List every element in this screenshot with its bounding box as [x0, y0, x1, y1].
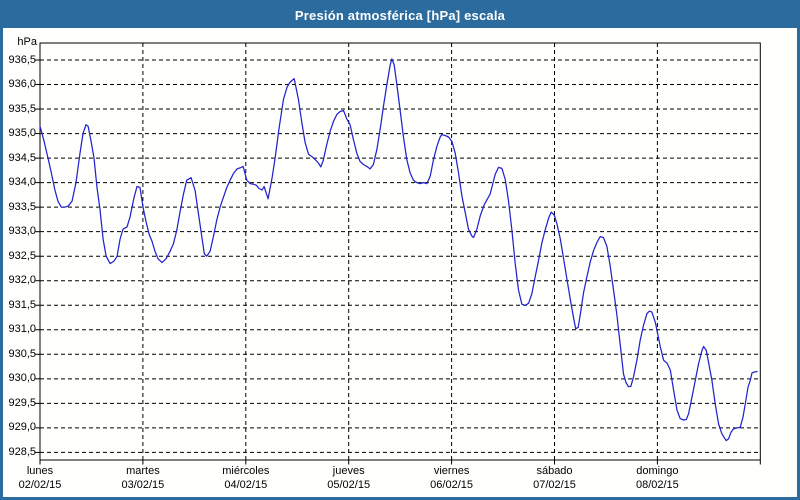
x-tick-day-label: sábado [536, 465, 573, 477]
y-tick-label: 935,0 [8, 127, 36, 140]
y-tick-label: 936,0 [8, 78, 36, 91]
x-tick-day-label: miércoles [222, 465, 270, 477]
y-tick-label: 931,0 [8, 323, 36, 336]
y-tick-label: 932,0 [8, 274, 36, 287]
y-tick-label: 930,0 [8, 372, 36, 385]
y-tick-label: 933,5 [8, 200, 36, 213]
y-tick-label: 935,5 [8, 102, 36, 115]
y-tick-label: 929,5 [8, 396, 36, 409]
x-tick-date-label: 04/02/15 [224, 479, 268, 491]
pressure-series-line [39, 58, 758, 442]
x-tick-date-label: 03/02/15 [121, 479, 165, 491]
plot-border [39, 42, 761, 461]
plot-area [35, 42, 761, 465]
y-tick-label: 936,5 [8, 53, 36, 66]
y-tick-label: 932,5 [8, 249, 36, 262]
y-tick-label: 934,0 [8, 176, 36, 189]
x-tick-day-label: viernes [433, 465, 470, 477]
x-tick-date-label: 08/02/15 [635, 479, 679, 491]
x-tick-day-label: lunes [26, 465, 54, 477]
y-tick-label: 933,0 [8, 225, 36, 238]
y-tick-label: 928,5 [8, 445, 36, 458]
x-tick-date-label: 05/02/15 [327, 479, 371, 491]
x-tick-day-label: martes [126, 465, 160, 477]
y-tick-label: 931,5 [8, 298, 36, 311]
y-tick-label: 930,5 [8, 347, 36, 360]
title-bar: Presión atmosférica [hPa] escala [3, 3, 797, 28]
x-tick-day-label: jueves [332, 465, 365, 477]
axis-tick-marks [35, 59, 761, 465]
y-axis-unit-label: hPa [17, 36, 37, 48]
x-tick-day-label: domingo [636, 465, 679, 477]
x-tick-date-label: 02/02/15 [18, 479, 62, 491]
x-tick-date-label: 07/02/15 [533, 479, 576, 491]
chart-content: hPa 936,5 936,0 935,5 935,0 934,5 934,0 933,5 9… [3, 28, 797, 497]
grid-lines [40, 43, 761, 460]
y-tick-label: 929,0 [8, 421, 36, 434]
chart-title: Presión atmosférica [hPa] escala [294, 8, 506, 23]
x-tick-date-label: 06/02/15 [430, 479, 473, 491]
y-tick-label: 934,5 [8, 151, 36, 164]
